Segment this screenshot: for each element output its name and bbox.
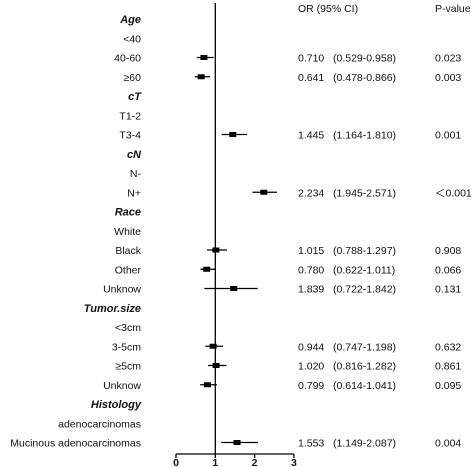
- or-value: 1.015: [298, 245, 324, 257]
- row-label: 3-5cm: [112, 341, 141, 353]
- group-label: Histology: [91, 399, 142, 411]
- ci-range: (0.478-0.866): [333, 72, 396, 84]
- or-value: 1.553: [298, 438, 324, 450]
- group-label: Tumor.size: [84, 303, 141, 315]
- or-marker: [203, 266, 211, 272]
- row-label: White: [114, 226, 141, 238]
- forest-rows: Age <40 40-60 0.710 (0.529-0.958) 0.023 ≥60 0.6…: [10, 14, 472, 450]
- group-label: Age: [119, 14, 141, 26]
- or-value: 1.445: [298, 130, 324, 142]
- or-marker: [233, 440, 241, 445]
- ci-range: (0.614-1.041): [333, 380, 396, 392]
- row-label: Unknow: [103, 380, 141, 392]
- row-label: Mucinous adenocarcinomas: [10, 438, 141, 450]
- row-label: <3cm: [115, 322, 141, 334]
- row-label: Black: [115, 245, 141, 257]
- x-tick-label: 3: [291, 457, 297, 467]
- p-value: ＜0.001: [435, 187, 472, 199]
- ci-range: (0.816-1.282): [333, 361, 396, 373]
- x-tick-label: 2: [252, 457, 258, 467]
- or-marker: [200, 55, 208, 60]
- or-value: 0.944: [298, 341, 324, 353]
- or-marker: [230, 286, 238, 291]
- p-value: 0.131: [435, 284, 461, 296]
- x-axis: 0 1 2 3: [173, 3, 297, 467]
- row-label: Unknow: [103, 284, 141, 296]
- p-value: 0.001: [435, 130, 461, 142]
- or-ci-header: OR (95% CI): [298, 3, 358, 15]
- or-marker: [229, 132, 237, 137]
- or-value: 0.710: [298, 53, 324, 65]
- or-marker: [212, 363, 220, 368]
- group-label: cN: [127, 149, 142, 161]
- p-value-header: P-value: [435, 3, 471, 15]
- row-label: N+: [127, 187, 141, 199]
- p-value: 0.023: [435, 53, 461, 65]
- ci-range: (1.945-2.571): [333, 187, 396, 199]
- x-tick-label: 0: [173, 457, 179, 467]
- or-value: 0.641: [298, 72, 324, 84]
- row-label: T3-4: [119, 130, 141, 142]
- row-label: T1-2: [119, 110, 141, 122]
- ci-range: (0.722-1.842): [333, 284, 396, 296]
- row-label: N-: [130, 168, 142, 180]
- or-value: 1.839: [298, 284, 324, 296]
- or-marker: [197, 74, 205, 80]
- p-value: 0.095: [435, 380, 461, 392]
- row-label: adenocarcinomas: [58, 418, 141, 430]
- p-value: 0.003: [435, 72, 461, 84]
- or-marker: [209, 343, 217, 349]
- ci-range: (0.788-1.297): [333, 245, 396, 257]
- or-value: 0.780: [298, 264, 324, 276]
- p-value: 0.004: [435, 438, 461, 450]
- p-value: 0.908: [435, 245, 461, 257]
- or-value: 0.799: [298, 380, 324, 392]
- or-marker: [203, 382, 211, 388]
- ci-range: (0.529-0.958): [333, 53, 396, 65]
- row-label: ≥5cm: [115, 361, 141, 373]
- group-label: Race: [115, 207, 141, 219]
- row-label: <40: [123, 33, 141, 45]
- row-label: Other: [115, 264, 142, 276]
- row-label: ≥60: [124, 72, 142, 84]
- ci-range: (1.149-2.087): [333, 438, 396, 450]
- group-label: cT: [128, 91, 142, 103]
- p-value: 0.066: [435, 264, 461, 276]
- p-value: 0.632: [435, 341, 461, 353]
- ci-range: (1.164-1.810): [333, 130, 396, 142]
- ci-range: (0.622-1.011): [333, 264, 395, 276]
- p-value: 0.861: [435, 361, 461, 373]
- ci-range: (0.747-1.198): [333, 341, 396, 353]
- or-value: 1.020: [298, 361, 324, 373]
- row-label: 40-60: [114, 53, 141, 65]
- or-marker: [260, 189, 268, 195]
- or-value: 2.234: [298, 187, 324, 199]
- x-tick-label: 1: [212, 457, 218, 467]
